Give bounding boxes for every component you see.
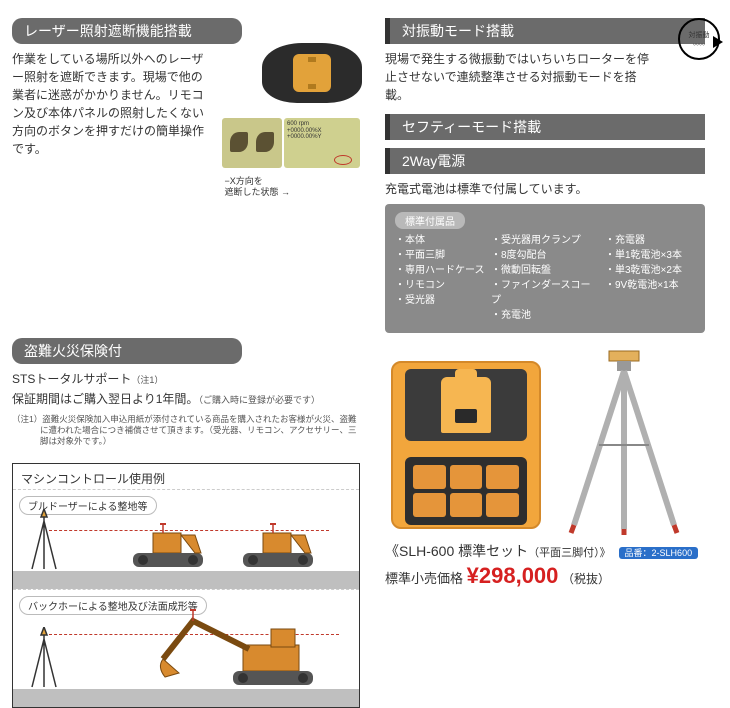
price-value: ¥298,000 [467, 563, 559, 588]
acc-item: ・受光器用クランプ [491, 233, 599, 248]
machine-row-bulldozer: ブルドーザーによる整地等 [13, 489, 359, 589]
acc-item: ・単1乾電池×3本 [605, 248, 695, 263]
section-vibration: 対振動モード搭載 現場で発生する微振動ではいちいちローターを停止させないで連続整… [385, 18, 720, 104]
right-column: 対振動モード搭載 現場で発生する微振動ではいちいちローターを停止させないで連続整… [385, 18, 720, 589]
section-vibration-body: 現場で発生する微振動ではいちいちローターを停止させないで連続整準させる対振動モー… [385, 50, 655, 104]
product-title: 《SLH-600 標準セット（平面三脚付）》 品番：2-SLH600 [385, 541, 720, 561]
insurance-note: （注1）盗難火災保険加入申込用紙が添付されている商品を購入されたお客様が火災、盗… [12, 414, 362, 447]
excavator-icon [153, 609, 323, 689]
acc-item: ・平面三脚 [395, 248, 485, 263]
section-power-body: 充電式電池は標準で付属しています。 [385, 180, 720, 198]
left-column: レーザー照射遮断機能搭載 作業をしている場所以外へのレーザー照射を遮断できます。… [12, 18, 362, 708]
tripod-icon [27, 509, 61, 571]
section-power: 2Way電源 充電式電池は標準で付属しています。 [385, 148, 720, 198]
product-case-image [385, 355, 545, 535]
acc-item: ・本体 [395, 233, 485, 248]
acc-item: ・充電器 [605, 233, 695, 248]
machine-row-excavator: バックホーによる整地及び法面成形等 [13, 589, 359, 707]
acc-item: ・充電池 [491, 308, 599, 323]
accessories-box: 標準付属品 ・本体 ・平面三脚 ・専用ハードケース ・リモコン ・受光器 ・受光… [385, 204, 705, 333]
tripod-icon [27, 627, 61, 689]
section-safety-title: セフティーモード搭載 [385, 114, 705, 140]
product-area [385, 345, 720, 535]
display-left-icon [222, 118, 282, 168]
acc-item: ・単3乾電池×2本 [605, 263, 695, 278]
section-insurance: 盗難火災保険付 STSトータルサポート（注1） 保証期間はご購入翌日より1年間。… [12, 338, 362, 447]
remote-image [262, 43, 362, 103]
price-line: 標準小売価格 ¥298,000 （税抜） [385, 563, 720, 589]
section-laser-block: レーザー照射遮断機能搭載 作業をしている場所以外へのレーザー照射を遮断できます。… [12, 18, 362, 158]
product-code-tag: 品番：2-SLH600 [619, 547, 699, 559]
section-safety: セフティーモード搭載 [385, 114, 720, 140]
accessories-title: 標準付属品 [395, 212, 465, 229]
price-label: 標準小売価格 [385, 571, 463, 586]
machine-title: マシンコントロール使用例 [13, 464, 359, 489]
section-laser-title: レーザー照射遮断機能搭載 [12, 18, 242, 44]
accessories-grid: ・本体 ・平面三脚 ・専用ハードケース ・リモコン ・受光器 ・受光器用クランプ… [395, 233, 695, 323]
acc-item: ・9V乾電池×1本 [605, 278, 695, 293]
acc-item: ・ファインダースコープ [491, 278, 599, 308]
vibration-mode-icon: 対振動 〰〰 [678, 18, 720, 60]
display-caption: −X方向を 遮断した状態 → [224, 176, 290, 198]
bulldozer-icon [243, 523, 313, 571]
machine-control-box: マシンコントロール使用例 ブルドーザーによる整地等 バックホーによる整地及び法面… [12, 463, 360, 708]
section-laser-body: 作業をしている場所以外へのレーザー照射を遮断できます。現場で他の業者に迷惑がかか… [12, 50, 212, 158]
section-vibration-title: 対振動モード搭載 [385, 18, 705, 44]
insurance-line1a: STSトータルサポート [12, 372, 131, 386]
insurance-line2a: 保証期間はご購入翌日より1年間。 [12, 392, 198, 406]
acc-item: ・微動回転盤 [491, 263, 599, 278]
section-insurance-title: 盗難火災保険付 [12, 338, 242, 364]
acc-item: ・受光器 [395, 293, 485, 308]
bulldozer-icon [133, 523, 203, 571]
insurance-line2b: （ご購入時に登録が必要です） [198, 395, 320, 405]
acc-item: ・8度勾配台 [491, 248, 599, 263]
section-power-title: 2Way電源 [385, 148, 705, 174]
display-images: 600 rpm +0000.00%X +0000.00%Y [222, 118, 362, 168]
acc-item: ・リモコン [395, 278, 485, 293]
price-suffix: （税抜） [562, 572, 610, 586]
display-right-screen: 600 rpm +0000.00%X +0000.00%Y [284, 118, 360, 168]
acc-item: ・専用ハードケース [395, 263, 485, 278]
insurance-line1b: （注1） [131, 375, 163, 385]
product-tripod-image [559, 345, 689, 535]
